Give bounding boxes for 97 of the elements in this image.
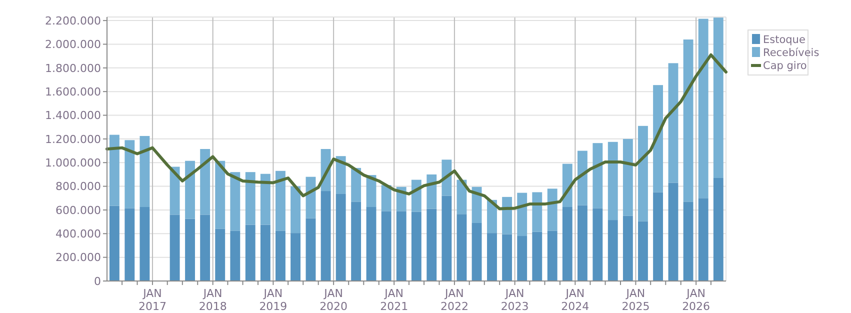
bar [487,233,497,281]
bar [185,160,195,219]
bar [396,211,406,281]
bar [411,212,422,281]
bar [608,220,618,281]
bar [683,202,694,281]
bar [290,233,300,281]
bar [592,208,603,281]
bar [124,140,135,208]
bar [366,207,376,281]
y-tick-label: 1.400.000 [45,109,101,122]
bar [185,218,195,281]
bar [381,211,392,281]
bar [215,160,226,229]
bar [547,230,558,281]
bar [502,234,512,281]
bar [472,222,482,281]
bar [245,224,256,281]
y-tick-label: 200.000 [56,251,101,264]
bar [426,174,437,209]
bar [230,172,240,231]
bar [653,192,663,281]
bar [532,232,542,281]
bar [698,18,708,198]
bar [306,218,316,281]
y-tick-label: 2.200.000 [45,14,101,28]
bar [713,18,724,178]
y-tick-label: 400.000 [56,227,101,240]
x-tick-label: JAN 2024 [561,287,590,313]
y-tick-label: 600.000 [56,204,101,217]
bar [245,172,256,225]
bar [140,136,150,208]
bar [109,206,120,281]
y-tick-label: 1.000.000 [45,156,101,170]
bar [200,149,210,215]
bar [698,198,708,281]
x-tick-label: JAN 2019 [259,287,288,313]
bar [276,230,286,281]
bar [622,216,633,281]
bar [456,214,467,281]
y-tick-label: 1.800.000 [45,62,101,75]
bar [200,214,210,281]
bar [517,236,528,281]
bar [442,196,452,281]
bar [713,178,724,281]
bar [170,166,180,215]
bar [622,138,633,216]
bar [109,134,120,206]
y-tick-label: 1.600.000 [45,85,101,98]
bar [592,143,603,208]
bar [230,230,240,281]
bar [638,126,648,222]
bar [336,194,346,281]
legend-label: Recebíveis [763,47,820,59]
bar [351,168,362,202]
y-tick-label: 1.200.000 [45,132,101,146]
bar [426,208,437,281]
bar [668,63,678,183]
y-tick-label: 2.000.000 [45,38,101,52]
bar [351,202,362,281]
x-tick-label: JAN 2025 [622,287,650,313]
x-tick-label: JAN 2021 [380,287,408,313]
bar [683,39,694,202]
bar [215,228,226,281]
bar [638,221,648,281]
y-tick-label: 800.000 [56,180,101,194]
legend-label: Estoque [763,34,806,46]
legend-label: Cap giro [763,60,807,72]
x-tick-label: JAN 2022 [440,287,468,313]
bar [290,186,300,234]
bar [517,192,528,236]
x-tick-label: JAN 2020 [320,287,348,313]
y-tick-label: 0 [94,274,101,288]
bar [260,174,270,225]
bar [577,150,588,206]
bar [260,224,270,281]
bar [170,214,180,281]
bar [577,205,588,281]
bar [276,170,286,231]
bar [653,85,663,192]
bar [336,156,346,194]
x-tick-label: JAN 2017 [138,287,166,313]
bar [502,196,512,234]
bar [532,192,542,232]
x-tick-label: JAN 2026 [682,287,710,313]
bar [547,188,558,231]
line-series [106,53,728,210]
bar [140,207,150,281]
bar [562,207,572,281]
bar [487,200,497,234]
bar [320,191,331,281]
bar [668,182,678,281]
bar [608,142,618,220]
bar [124,208,135,281]
x-tick-label: JAN 2018 [198,287,227,313]
bar [381,185,392,212]
x-tick-label: JAN 2023 [500,287,529,313]
